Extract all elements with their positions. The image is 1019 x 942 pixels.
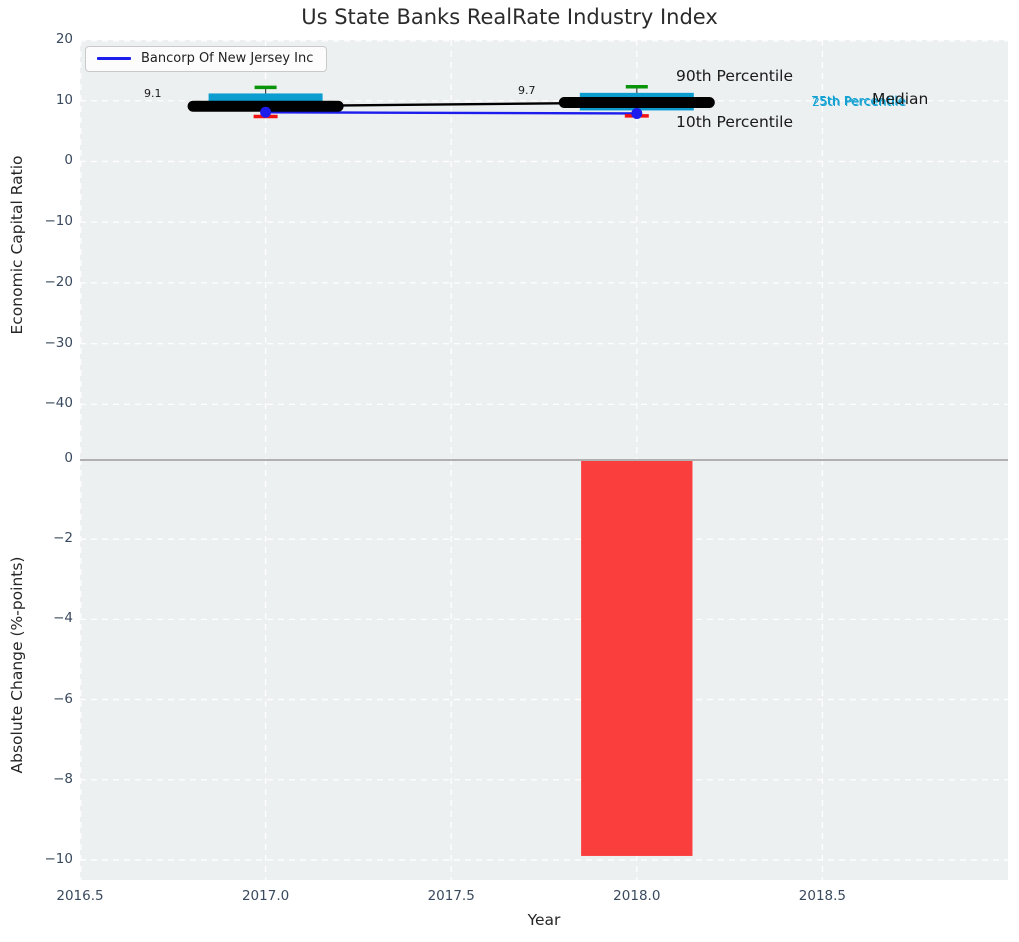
y-tick-label-top: −30 xyxy=(13,335,73,351)
panel-bottom xyxy=(80,459,1008,880)
company-marker xyxy=(631,108,642,119)
legend-label: Bancorp Of New Jersey Inc xyxy=(141,51,313,66)
y-tick-label-bottom: −8 xyxy=(13,771,73,787)
y-tick-label-bottom: −4 xyxy=(13,610,73,626)
legend-line-sample xyxy=(97,57,131,60)
median-value-label-2018: 9.7 xyxy=(518,84,536,97)
x-tick-label: 2017.5 xyxy=(409,888,493,904)
x-axis-label: Year xyxy=(0,911,1019,929)
annotation-10th-percentile: 10th Percentile xyxy=(676,113,793,131)
chart-title: Us State Banks RealRate Industry Index xyxy=(0,5,1019,29)
y-tick-label-top: −10 xyxy=(13,213,73,229)
x-tick-label: 2017.0 xyxy=(224,888,308,904)
company-marker xyxy=(260,107,271,118)
y-tick-label-top: 20 xyxy=(13,31,73,47)
x-tick-label: 2018.5 xyxy=(780,888,864,904)
bottom-panel-canvas xyxy=(80,459,1008,880)
change-bar xyxy=(581,461,692,856)
legend: Bancorp Of New Jersey Inc xyxy=(85,46,327,72)
y-tick-label-top: −20 xyxy=(13,274,73,290)
panel-top: Bancorp Of New Jersey Inc 9.1 9.7 90th P… xyxy=(80,40,1008,459)
y-tick-label-top: 10 xyxy=(13,92,73,108)
y-tick-label-top: 0 xyxy=(13,152,73,168)
y-tick-label-bottom: 0 xyxy=(13,450,73,466)
company-line xyxy=(266,112,637,113)
y-tick-label-top: −40 xyxy=(13,395,73,411)
figure: Us State Banks RealRate Industry Index E… xyxy=(0,0,1019,942)
x-tick-label: 2016.5 xyxy=(38,888,122,904)
y-tick-label-bottom: −10 xyxy=(13,851,73,867)
x-tick-label: 2018.0 xyxy=(595,888,679,904)
annotation-90th-percentile: 90th Percentile xyxy=(676,67,793,85)
y-tick-label-bottom: −6 xyxy=(13,691,73,707)
annotation-median: Median xyxy=(872,90,928,108)
y-tick-label-bottom: −2 xyxy=(13,530,73,546)
median-value-label-2017: 9.1 xyxy=(144,87,162,100)
